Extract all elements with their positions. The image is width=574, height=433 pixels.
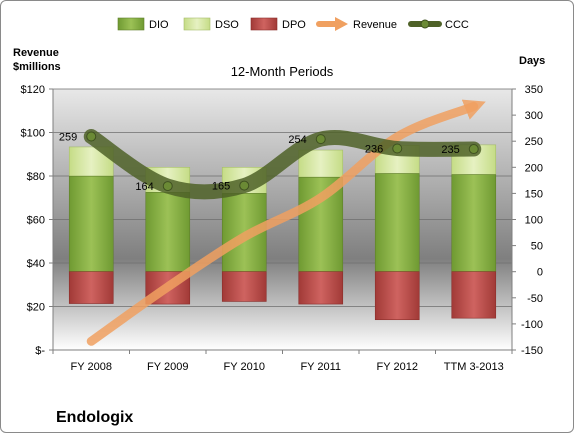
left-tick-label: $100: [21, 128, 45, 140]
ccc-data-label: 164: [135, 181, 153, 193]
left-tick-label: $40: [27, 258, 45, 270]
left-axis-title-line1: Revenue: [13, 47, 59, 59]
x-tick-label: FY 2009: [147, 361, 188, 373]
x-tick-label: FY 2010: [224, 361, 265, 373]
right-axis-title: Days: [519, 55, 545, 67]
right-tick-label: 0: [537, 267, 543, 279]
ccc-point: [86, 131, 97, 142]
ccc-data-label: 254: [288, 134, 306, 146]
left-tick-label: $20: [27, 302, 45, 314]
ccc-point: [162, 181, 173, 192]
right-tick-label: 100: [525, 215, 543, 227]
bar-dio: [374, 173, 420, 272]
ccc-point: [468, 144, 479, 155]
right-tick-label: 300: [525, 110, 543, 122]
left-axis-title-line2: $millions: [13, 61, 61, 73]
right-tick-label: -100: [521, 319, 543, 331]
right-tick-label: -50: [527, 293, 543, 305]
x-tick-label: FY 2011: [300, 361, 341, 373]
ccc-data-label: 165: [212, 181, 230, 193]
bar-dio: [68, 175, 114, 272]
legend-swatch-dso: [183, 17, 211, 31]
x-tick-label: FY 2012: [377, 361, 418, 373]
company-name: Endologix: [56, 409, 133, 426]
ccc-point: [392, 143, 403, 154]
bar-dpo: [298, 271, 344, 305]
left-tick-label: $60: [27, 215, 45, 227]
legend-swatch-ccc: [408, 19, 442, 29]
legend-swatch-dpo: [250, 17, 278, 31]
right-tick-label: 350: [525, 84, 543, 96]
ccc-data-label: 259: [59, 132, 77, 144]
right-tick-label: 200: [525, 162, 543, 174]
ccc-point: [315, 134, 326, 145]
x-tick-label: TTM 3-2013: [444, 361, 504, 373]
ccc-data-label: 235: [441, 144, 459, 156]
right-tick-label: -150: [521, 345, 543, 357]
ccc-data-label: 236: [365, 144, 383, 156]
bar-dpo: [68, 271, 114, 304]
left-tick-label: $120: [21, 84, 45, 96]
bar-dpo: [221, 271, 267, 302]
ccc-point: [239, 180, 250, 191]
left-tick-label: $80: [27, 171, 45, 183]
legend-label-dpo: DPO: [282, 19, 306, 31]
right-tick-label: 250: [525, 136, 543, 148]
left-tick-label: $-: [35, 345, 45, 357]
legend-label-dio: DIO: [149, 19, 169, 31]
revenue-line: [86, 99, 486, 346]
bar-dpo: [374, 271, 420, 321]
legend-label-dso: DSO: [215, 19, 239, 31]
bar-dio: [145, 192, 191, 273]
legend-swatch-revenue: [316, 17, 348, 31]
right-tick-label: 50: [531, 241, 543, 253]
line-series: 259 164 165 254 236 235: [59, 99, 486, 346]
bar-dpo: [451, 271, 497, 319]
bar-dio: [451, 174, 497, 273]
x-tick-label: FY 2008: [71, 361, 112, 373]
legend-label-revenue: Revenue: [353, 19, 397, 31]
legend-swatch-dio: [117, 17, 145, 31]
bar-dso: [298, 149, 344, 178]
right-tick-label: 150: [525, 188, 543, 200]
axes: $- $20 $40 $60 $80 $100 $120 -150 -100 -50 0 50 100 1…: [21, 84, 543, 373]
legend: DIO DSO DPO Revenue CCC: [117, 17, 469, 31]
chart-title: 12-Month Periods: [231, 64, 334, 79]
legend-label-ccc: CCC: [445, 19, 469, 31]
